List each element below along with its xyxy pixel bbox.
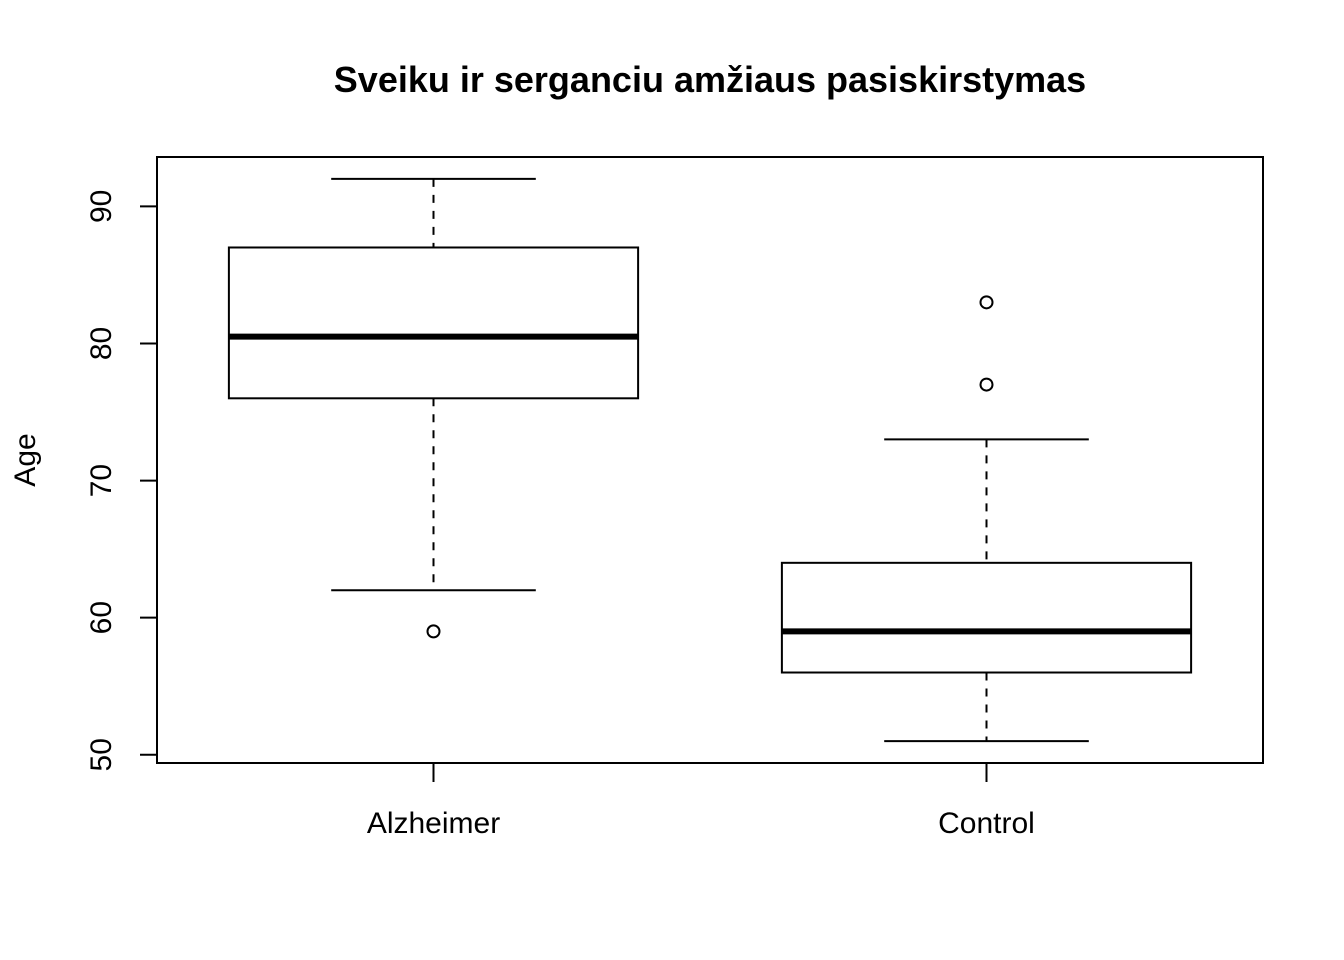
y-tick-label: 90 (85, 190, 118, 223)
x-category-label: Alzheimer (367, 807, 500, 840)
outlier-point (426, 624, 441, 639)
y-axis-label: Age (9, 433, 42, 486)
y-axis: 50 60 70 80 90 (85, 190, 158, 771)
box-group (227, 177, 640, 639)
outlier-point (979, 377, 994, 392)
y-tick-label: 80 (85, 327, 118, 360)
iqr-box (227, 246, 640, 400)
outlier-point (979, 295, 994, 310)
y-tick-label: 70 (85, 464, 118, 497)
box-group (780, 295, 1193, 743)
boxes (227, 177, 1193, 743)
y-tick-label: 50 (85, 738, 118, 771)
y-tick-label: 60 (85, 601, 118, 634)
chart-title: Sveiku ir serganciu amžiaus pasiskirstym… (334, 59, 1086, 100)
x-axis: Alzheimer Control (367, 763, 1035, 840)
x-category-label: Control (938, 807, 1035, 840)
iqr-box (780, 561, 1193, 674)
